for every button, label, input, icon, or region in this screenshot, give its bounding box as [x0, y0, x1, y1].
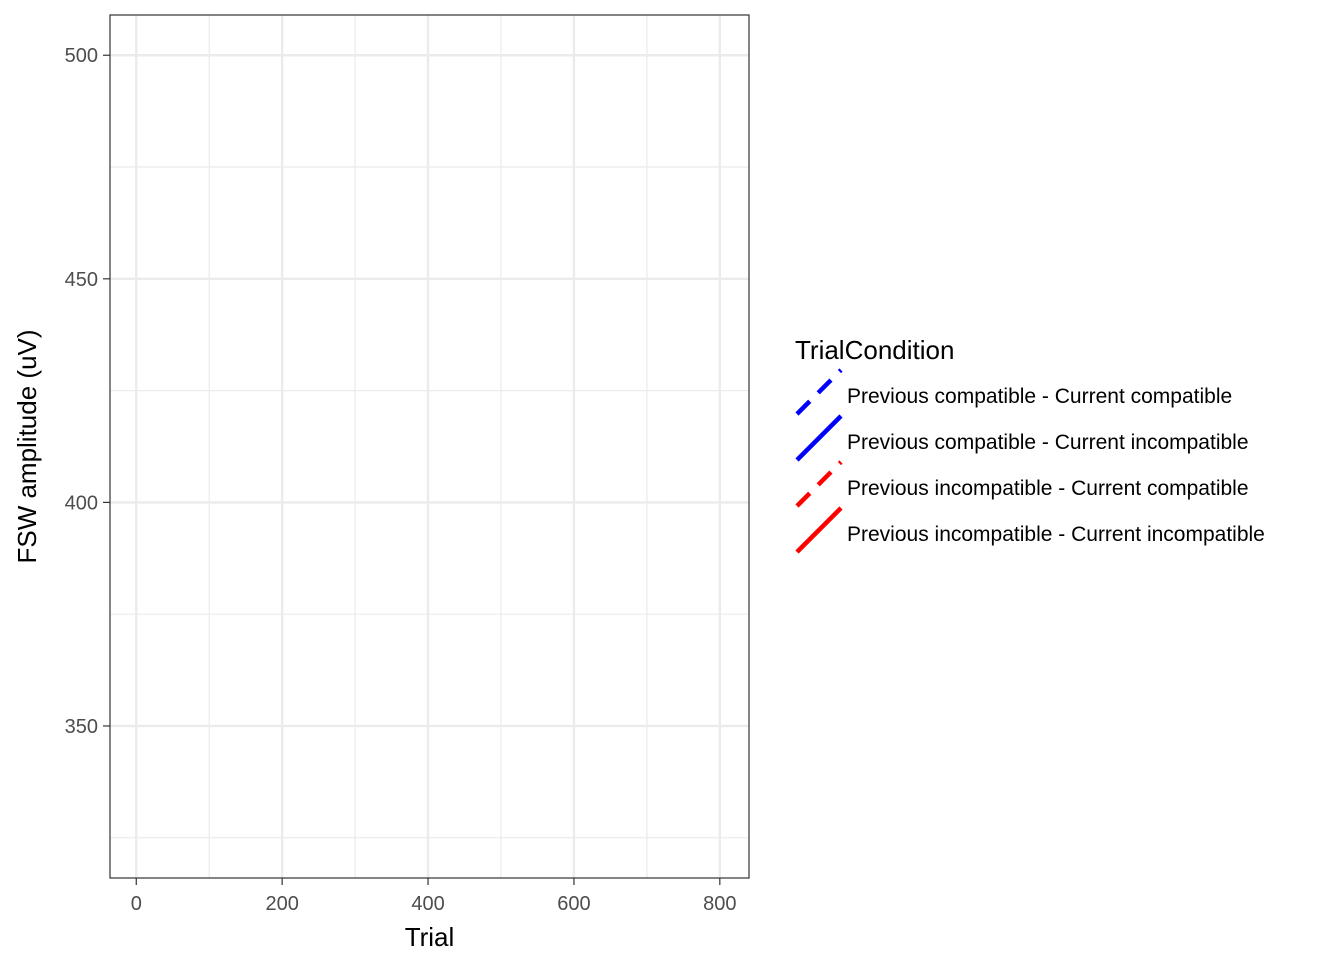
legend-entry: Previous incompatible - Current compatib…: [795, 460, 1249, 508]
major-gridlines: [110, 15, 749, 878]
legend-entries: Previous compatible - Current compatible…: [795, 368, 1265, 554]
legend-label: Previous incompatible - Current incompat…: [847, 523, 1265, 546]
y-tick-label: 500: [65, 45, 98, 67]
legend-label: Previous compatible - Current incompatib…: [847, 431, 1249, 454]
legend-key-line: [795, 414, 843, 462]
x-tick-label: 0: [131, 893, 142, 915]
x-tick-label: 600: [557, 893, 590, 915]
legend-key-line: [795, 506, 843, 554]
legend-label: Previous compatible - Current compatible: [847, 385, 1232, 408]
legend-entry: Previous incompatible - Current incompat…: [795, 506, 1265, 554]
legend-key-line: [795, 368, 843, 416]
x-axis: 0 200 400 600 800: [131, 878, 737, 915]
legend: TrialCondition Previous compatible - Cur…: [795, 335, 1265, 554]
y-axis-title: FSW amplitude (uV): [12, 329, 42, 563]
plot-panel-border: [109, 14, 750, 879]
y-axis: 350 400 450 500: [65, 45, 110, 738]
y-tick-label: 400: [65, 492, 98, 514]
legend-entry: Previous compatible - Current compatible: [795, 368, 1232, 416]
legend-key-line: [795, 460, 843, 508]
legend-entry: Previous compatible - Current incompatib…: [795, 414, 1249, 462]
legend-label: Previous incompatible - Current compatib…: [847, 477, 1249, 500]
y-tick-label: 350: [65, 716, 98, 738]
minor-gridlines: [110, 15, 749, 878]
x-tick-label: 400: [411, 893, 444, 915]
y-tick-label: 450: [65, 269, 98, 291]
legend-title: TrialCondition: [795, 335, 954, 365]
x-axis-title: Trial: [405, 922, 455, 952]
x-tick-label: 800: [703, 893, 736, 915]
x-tick-label: 200: [265, 893, 298, 915]
